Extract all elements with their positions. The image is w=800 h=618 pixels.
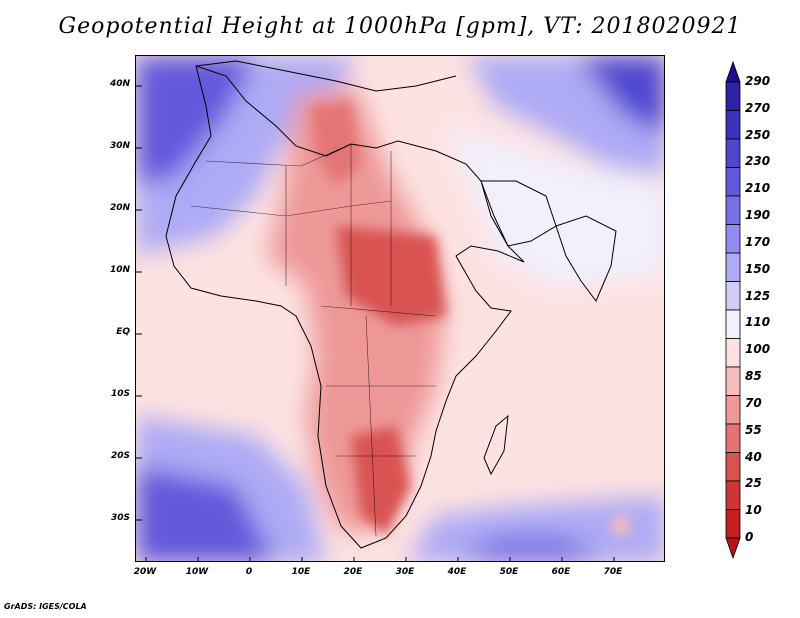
- field-high-southeast: [407, 496, 664, 561]
- colorbar-tick-label: 170: [745, 234, 771, 249]
- colorbar-segment: [725, 281, 741, 311]
- lon-label-20w: 20W: [133, 567, 157, 577]
- colorbar-tick-label: 190: [745, 208, 771, 223]
- colorbar-segment: [725, 366, 741, 396]
- colorbar-segment: [725, 452, 741, 482]
- colorbar-segment: [725, 480, 741, 510]
- colorbar-segment: [725, 110, 741, 140]
- axis-ticks: [136, 85, 615, 561]
- colorbar-segment: [725, 395, 741, 425]
- lat-label-10s: 10S: [110, 389, 130, 399]
- geopotential-height-map: [136, 56, 664, 561]
- madagascar-coastline: [483, 414, 509, 476]
- lat-label-40n: 40N: [109, 79, 130, 89]
- colorbar-tick-label: 270: [745, 100, 771, 115]
- lon-label-30e: 30E: [395, 567, 415, 577]
- colorbar-tick-label: 210: [745, 181, 771, 196]
- colorbar-segment: [725, 309, 741, 339]
- colorbar-tick-label: 125: [745, 288, 771, 303]
- lon-label-0: 0: [245, 567, 253, 577]
- colorbar-tick-label: 70: [745, 395, 762, 410]
- colorbar-tick-label: 85: [745, 369, 762, 384]
- coastlines: [165, 60, 617, 549]
- colorbar-segment: [725, 167, 741, 197]
- field-high-southwest-core: [136, 466, 275, 561]
- field-low-sahara: [311, 101, 361, 186]
- colorbar-bottom-arrow: [725, 537, 741, 560]
- colorbar-segment: [725, 81, 741, 111]
- colorbar-segment: [725, 138, 741, 168]
- map-plot-area: [135, 55, 665, 562]
- colorbar-segment: [725, 252, 741, 282]
- colorbar-tick-label: 290: [745, 74, 771, 88]
- colorbar-segment: [725, 195, 741, 225]
- lon-label-50e: 50E: [499, 567, 519, 577]
- colorbar-tick-label: 100: [745, 342, 771, 357]
- field-low-indian-ocean: [611, 516, 631, 536]
- africa-coastline: [165, 65, 525, 549]
- lat-label-30n: 30N: [109, 141, 130, 151]
- lon-label-10w: 10W: [185, 567, 209, 577]
- colorbar-segment: [725, 509, 741, 539]
- lon-label-70e: 70E: [603, 567, 623, 577]
- field-high-northeast-core: [576, 56, 664, 135]
- colorbar-tick-label: 25: [745, 476, 762, 491]
- arabia-coastline: [480, 180, 557, 247]
- colorbar-tick-label: 230: [745, 154, 771, 169]
- field-high-northwest-core: [136, 56, 256, 186]
- india-coastline: [555, 215, 617, 302]
- colorbar-segment: [725, 423, 741, 453]
- lon-label-10e: 10E: [291, 567, 311, 577]
- field-arabia-neutral: [446, 126, 664, 286]
- colorbar-tick-label: 150: [745, 261, 771, 276]
- colorbar-tick-label: 0: [745, 530, 754, 544]
- lat-label-30s: 30S: [110, 513, 130, 523]
- colorbar-top-arrow: [725, 60, 741, 83]
- colorbar-tick-label: 250: [745, 127, 771, 142]
- europe-coastline: [195, 60, 457, 92]
- lat-label-20n: 20N: [109, 203, 130, 213]
- field-low-southern-africa: [351, 426, 411, 536]
- country-borders: [190, 143, 437, 537]
- colorbar-segment: [725, 338, 741, 368]
- grads-credit: GrADS: IGES/COLA: [4, 602, 87, 611]
- colorbar-segment: [725, 224, 741, 254]
- chart-title: Geopotential Height at 1000hPa [gpm], VT…: [58, 14, 742, 39]
- colorbar-tick-label: 55: [745, 422, 762, 437]
- colorbar: [725, 60, 741, 560]
- colorbar-tick-label: 10: [745, 503, 762, 518]
- field-high-southeast-core: [458, 536, 604, 561]
- field-low-continent: [266, 86, 446, 536]
- colorbar-tick-label: 40: [745, 449, 762, 464]
- lon-label-40e: 40E: [447, 567, 467, 577]
- lon-label-20e: 20E: [343, 567, 363, 577]
- colorbar-tick-label: 110: [745, 315, 771, 330]
- lat-label-10n: 10N: [109, 265, 130, 275]
- lat-label-eq: EQ: [116, 327, 130, 337]
- lat-label-20s: 20S: [110, 451, 130, 461]
- lon-label-60e: 60E: [551, 567, 571, 577]
